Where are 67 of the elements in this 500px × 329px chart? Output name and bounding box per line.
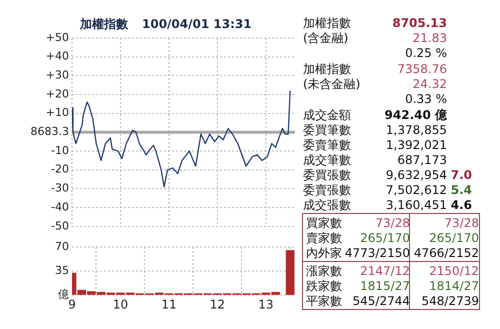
text: +10 — [46, 106, 69, 120]
text: 3,160,451 — [386, 198, 447, 212]
y-tick-label: -30 — [51, 182, 69, 195]
y-tick-label: -50 — [51, 219, 69, 232]
text: 4766/2152 — [414, 246, 479, 260]
text: 0.33 % — [405, 92, 447, 106]
text: 1,378,855 — [386, 123, 447, 137]
text: 加權指數 — [303, 16, 351, 30]
text: 漲家數 — [306, 264, 342, 278]
text: 8705.13 — [392, 16, 447, 30]
text: 1815/27 — [360, 279, 410, 293]
text: 1,392,021 — [386, 138, 447, 152]
text: 265/170 — [429, 231, 479, 245]
text: 265/170 — [360, 231, 410, 245]
x-tick-label: 13 — [258, 297, 274, 312]
text: 成交金額 — [303, 108, 351, 122]
text: 賣家數 — [306, 231, 342, 245]
text: 成交筆數 — [303, 153, 351, 167]
text: 73/28 — [444, 216, 479, 230]
x-tick-label: 10 — [112, 297, 128, 312]
text: (含金融) — [303, 31, 348, 45]
y-tick-label: -10 — [51, 144, 69, 157]
text: 跌家數 — [306, 279, 342, 293]
text: 委賣張數 — [303, 183, 351, 197]
text: +20 — [46, 87, 69, 100]
text: 委買張數 — [303, 168, 351, 182]
text: 委買筆數 — [303, 123, 351, 137]
text: 2150/12 — [429, 264, 479, 278]
text: 加權指數 — [303, 62, 351, 76]
text: 買家數 — [306, 216, 342, 230]
text: 4773/2150 — [344, 246, 410, 260]
text: 9,632,954 — [386, 168, 447, 182]
y-tick-label: -20 — [51, 162, 69, 176]
text: 1814/27 — [429, 279, 479, 293]
chart-subtitle: 100/04/01 13:31 — [142, 17, 252, 31]
chart-title: 加權指數 — [80, 17, 128, 31]
x-tick-label: 12 — [210, 297, 226, 312]
text: 24.32 — [412, 77, 447, 91]
text: +40 — [46, 50, 69, 63]
text: 0.25 % — [405, 46, 447, 60]
text: 942.40 億 — [384, 108, 447, 122]
text: 7.0 — [450, 168, 472, 182]
text: 平家數 — [306, 294, 342, 308]
text: +50 — [46, 30, 69, 44]
text: 成交張數 — [303, 198, 351, 212]
text: 687,173 — [397, 153, 447, 167]
y-tick-label: 億 — [58, 288, 69, 301]
text: 5.4 — [450, 183, 472, 197]
text: 7358.76 — [397, 62, 447, 76]
text: 4.6 — [450, 198, 472, 212]
text: 73/28 — [375, 216, 410, 230]
y-tick-label: 70 — [55, 240, 69, 253]
y-tick-label: 35 — [55, 264, 69, 277]
text: 545/2744 — [352, 294, 410, 308]
bar — [286, 250, 294, 295]
text: 7,502,612 — [386, 183, 447, 197]
text: (未含金融) — [303, 77, 360, 91]
text: +30 — [46, 68, 69, 82]
text: 2147/12 — [360, 264, 410, 278]
text: 21.83 — [412, 31, 447, 45]
x-tick-label: 11 — [161, 297, 177, 312]
text: 8683.3 — [30, 125, 69, 138]
text: 內外家 — [306, 246, 342, 260]
y-tick-label: -40 — [51, 200, 69, 214]
text: 548/2739 — [422, 294, 479, 308]
x-tick-label: 9 — [68, 297, 76, 312]
text: 委賣筆數 — [303, 138, 351, 152]
